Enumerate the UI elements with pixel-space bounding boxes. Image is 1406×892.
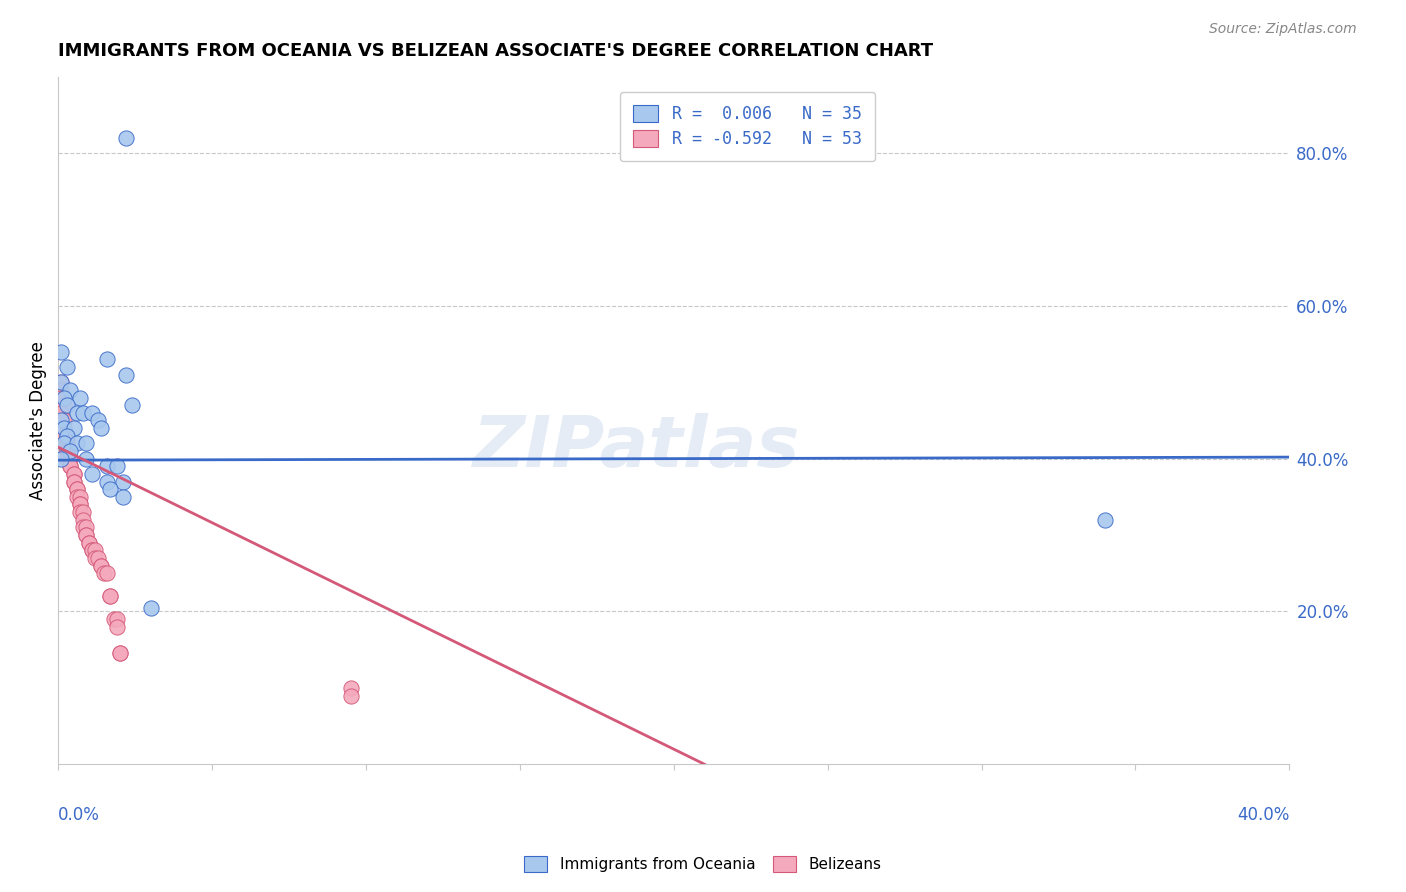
- Point: [51, 406, 73, 420]
- Point: [56, 359, 79, 374]
- Text: IMMIGRANTS FROM OCEANIA VS BELIZEAN ASSOCIATE'S DEGREE CORRELATION CHART: IMMIGRANTS FROM OCEANIA VS BELIZEAN ASSO…: [58, 42, 934, 60]
- Legend: Immigrants from Oceania, Belizeans: Immigrants from Oceania, Belizeans: [517, 848, 889, 880]
- Point: [56, 398, 79, 412]
- Point: [105, 459, 128, 474]
- Point: [77, 535, 100, 549]
- Point: [72, 406, 94, 420]
- Point: [100, 482, 122, 496]
- Point: [66, 406, 89, 420]
- Point: [108, 647, 131, 661]
- Point: [51, 383, 73, 397]
- Point: [56, 428, 79, 442]
- Point: [1094, 513, 1116, 527]
- Point: [121, 398, 143, 412]
- Point: [111, 490, 134, 504]
- Point: [66, 482, 89, 496]
- Point: [103, 612, 125, 626]
- Point: [62, 467, 84, 481]
- Point: [56, 444, 79, 458]
- Point: [53, 421, 76, 435]
- Point: [90, 558, 112, 573]
- Point: [51, 344, 73, 359]
- Point: [72, 520, 94, 534]
- Text: ZIPatlas: ZIPatlas: [474, 413, 800, 483]
- Text: 40.0%: 40.0%: [1237, 805, 1289, 823]
- Point: [56, 451, 79, 466]
- Point: [59, 444, 82, 458]
- Point: [339, 689, 361, 703]
- Point: [75, 520, 97, 534]
- Point: [59, 459, 82, 474]
- Point: [66, 490, 89, 504]
- Point: [75, 451, 97, 466]
- Point: [62, 475, 84, 489]
- Point: [69, 505, 91, 519]
- Point: [66, 436, 89, 450]
- Text: Source: ZipAtlas.com: Source: ZipAtlas.com: [1209, 22, 1357, 37]
- Point: [96, 475, 118, 489]
- Point: [53, 391, 76, 405]
- Point: [51, 391, 73, 405]
- Y-axis label: Associate's Degree: Associate's Degree: [30, 341, 46, 500]
- Point: [111, 475, 134, 489]
- Point: [51, 413, 73, 427]
- Point: [69, 498, 91, 512]
- Point: [115, 368, 138, 382]
- Point: [69, 391, 91, 405]
- Legend: R =  0.006   N = 35, R = -0.592   N = 53: R = 0.006 N = 35, R = -0.592 N = 53: [620, 92, 875, 161]
- Point: [62, 475, 84, 489]
- Point: [75, 528, 97, 542]
- Point: [62, 421, 84, 435]
- Point: [72, 513, 94, 527]
- Point: [59, 383, 82, 397]
- Point: [87, 413, 110, 427]
- Point: [72, 505, 94, 519]
- Point: [59, 459, 82, 474]
- Text: 0.0%: 0.0%: [58, 805, 100, 823]
- Point: [96, 459, 118, 474]
- Point: [69, 498, 91, 512]
- Point: [90, 558, 112, 573]
- Point: [75, 436, 97, 450]
- Point: [108, 647, 131, 661]
- Point: [69, 490, 91, 504]
- Point: [59, 451, 82, 466]
- Point: [115, 130, 138, 145]
- Point: [56, 428, 79, 442]
- Point: [100, 589, 122, 603]
- Point: [96, 566, 118, 581]
- Point: [56, 444, 79, 458]
- Point: [53, 421, 76, 435]
- Point: [80, 467, 103, 481]
- Point: [51, 451, 73, 466]
- Point: [53, 398, 76, 412]
- Point: [53, 413, 76, 427]
- Point: [139, 600, 162, 615]
- Point: [80, 543, 103, 558]
- Point: [51, 376, 73, 390]
- Point: [53, 436, 76, 450]
- Point: [53, 428, 76, 442]
- Point: [105, 620, 128, 634]
- Point: [80, 406, 103, 420]
- Point: [66, 482, 89, 496]
- Point: [75, 528, 97, 542]
- Point: [77, 535, 100, 549]
- Point: [105, 612, 128, 626]
- Point: [96, 352, 118, 367]
- Point: [339, 681, 361, 695]
- Point: [90, 421, 112, 435]
- Point: [51, 376, 73, 390]
- Point: [84, 543, 107, 558]
- Point: [87, 551, 110, 566]
- Point: [80, 543, 103, 558]
- Point: [62, 467, 84, 481]
- Point: [84, 551, 107, 566]
- Point: [56, 436, 79, 450]
- Point: [100, 589, 122, 603]
- Point: [93, 566, 115, 581]
